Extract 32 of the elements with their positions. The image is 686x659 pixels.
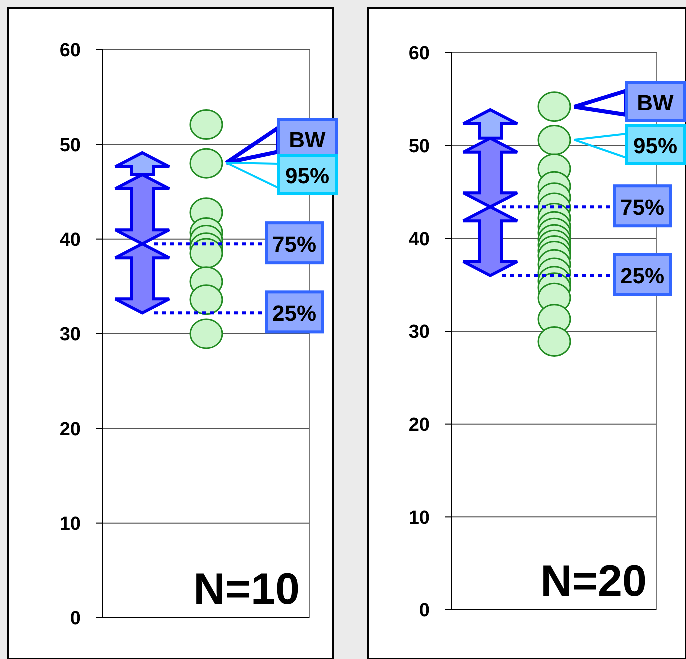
- point: [190, 284, 224, 316]
- y-tick-label: 0: [70, 608, 81, 630]
- y-tick-label: 50: [60, 135, 81, 156]
- y-tick-label: 30: [408, 322, 430, 344]
- y-tick-label: 10: [60, 514, 81, 535]
- annotation: N=20: [540, 557, 647, 606]
- annotation: BW: [637, 90, 674, 116]
- point: [538, 125, 572, 156]
- annotation: 75%: [272, 232, 317, 257]
- y-tick-label: 40: [408, 229, 430, 250]
- y-tick-label: 60: [60, 40, 81, 62]
- annotation: 25%: [272, 300, 317, 326]
- annotation: BW: [289, 128, 326, 153]
- annotation: 25%: [620, 264, 665, 288]
- annotation: 75%: [620, 194, 665, 220]
- point: [190, 238, 224, 269]
- point: [190, 318, 224, 350]
- y-tick-label: 50: [408, 136, 430, 158]
- point: [538, 92, 572, 122]
- y-tick-label: 20: [60, 419, 81, 440]
- annotation: 95%: [633, 134, 678, 159]
- y-tick-label: 20: [408, 414, 430, 436]
- point: [538, 326, 572, 357]
- y-tick-label: 10: [408, 508, 430, 529]
- y-tick-label: 40: [60, 230, 81, 251]
- point: [190, 148, 224, 179]
- y-tick-label: 60: [408, 44, 430, 65]
- y-tick-label: 30: [60, 324, 81, 346]
- annotation: N=10: [194, 565, 300, 614]
- y-tick-label: 0: [419, 600, 430, 622]
- annotation: 95%: [285, 164, 330, 189]
- point: [190, 110, 224, 140]
